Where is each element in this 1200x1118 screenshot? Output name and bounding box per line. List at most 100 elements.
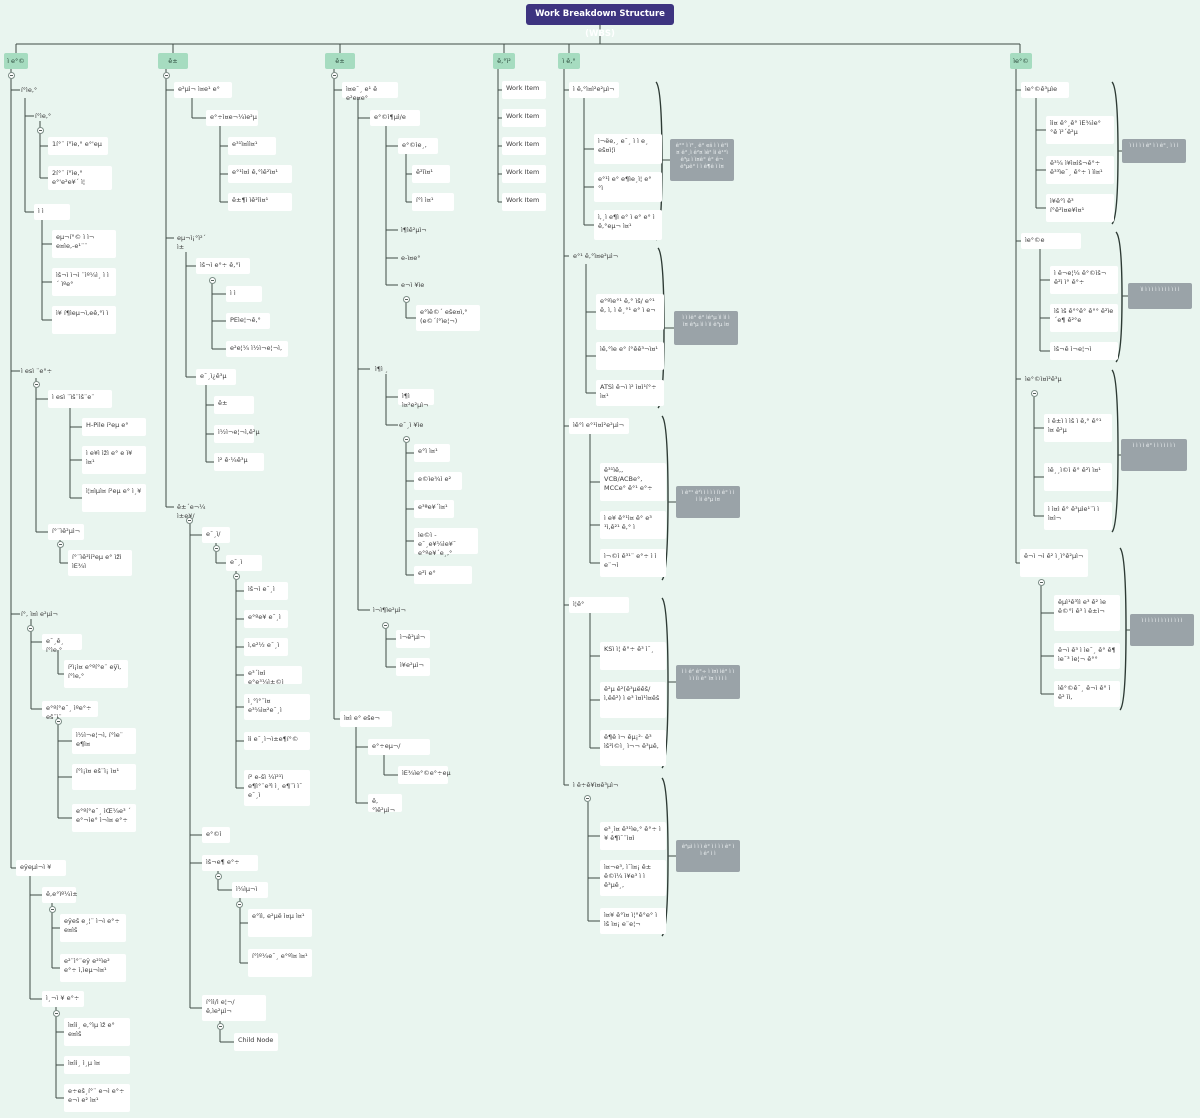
leaf-node[interactable]: ì,e²½ e¯¸ì <box>244 638 288 656</box>
leaf-node[interactable]: ìì e¯¸ì¬ì±e¶í°© <box>244 732 310 750</box>
branch-node[interactable]: e°÷eµ¬/ <box>368 739 430 755</box>
leaf-node[interactable]: e°ºìe°¹ ê,° ìš/ e°¹ ê, ì, ì ê¸°¹ e° ì e¬ <box>596 294 664 330</box>
collapse-toggle-icon[interactable] <box>403 436 410 443</box>
branch-node[interactable]: í°ìì/ì e¦¬/ ê,ìe²µì¬ <box>202 995 266 1021</box>
leaf-node[interactable]: ìš¬ì e¯¸ì <box>244 582 288 600</box>
collapse-toggle-icon[interactable] <box>57 541 64 548</box>
leaf-node[interactable]: e³¹ì¤ìì¤¹ <box>228 137 276 155</box>
leaf-node[interactable]: KSì ì¦ ê°÷ ê³ ì¯¸ <box>600 642 666 670</box>
leaf-node[interactable]: 1í°¨ í°ìe,° e°'eµ <box>48 137 108 155</box>
collapse-toggle-icon[interactable] <box>55 718 62 725</box>
branch-node[interactable]: e¯¸ì/ <box>202 527 230 543</box>
leaf-node[interactable]: e²e¦¼ ì½ì¬e¦¬ì, <box>226 341 288 357</box>
leaf-node[interactable]: ê³¼ ì¥ì¤ìš¬ê°÷ ê³³ìe¯¸ ê°÷ ì ìì¤¹ <box>1046 156 1114 184</box>
note-callout[interactable]: ì ì ê² ê°÷ ì ì¤ì ìê° ì ì ì ì ìì ê° ì¤ ì … <box>676 665 740 699</box>
leaf-node[interactable]: êµì¹ê³ìì e³ ê² ìe ê©°ì ê³ ì ê±ì¬ <box>1054 595 1120 631</box>
branch-node[interactable]: e¬ì ¥ìe <box>400 281 438 290</box>
branch-node[interactable]: e°ºí°e¯¸ ìºe°÷ eš¨ì¨ <box>42 701 98 721</box>
leaf-node[interactable]: e³´ì¤ì e°e³¼ì±©ì <box>244 666 302 686</box>
branch-node[interactable]: ì¸¬ì ¥ e°÷ <box>42 991 84 1007</box>
leaf-node[interactable]: ì¤¥ ê°ì¤ ì¦°ê°e° ì ìš ì¤¡ e¨e¦¬ <box>600 908 666 934</box>
collapse-toggle-icon[interactable] <box>233 573 240 580</box>
branch-node[interactable]: e°÷ì¤e¬¼ìe²µ <box>206 110 258 126</box>
leaf-node[interactable]: e³¸ì¤ ê³¹ìe,° ê°÷ ì ¥ ê¶ì¯¨ì¤ì <box>600 822 666 850</box>
leaf-node[interactable]: e°ìê©´ eše¤ì,° (e©´í°ìe¦¬) <box>416 305 480 331</box>
leaf-node[interactable]: ì ì <box>226 286 262 302</box>
note-callout[interactable]: ì ê°¹ ê²ì ì ì ì ì ìì ê° ì ì ì ìì ê³µ ì¤ <box>676 486 740 518</box>
column-header-1[interactable]: ì e°© <box>4 53 28 69</box>
branch-node[interactable]: ì esì ¨e°÷ <box>20 367 70 376</box>
leaf-node[interactable]: Child Node <box>234 1033 278 1051</box>
leaf-node[interactable]: í²ì¡ì¤ e°ºí°e¨ eÿì, í°ìe,° <box>64 660 128 688</box>
leaf-node[interactable]: ìì¤ ê°¸ê° ìE¾ìe° °ê ì²´ê²µ <box>1046 116 1114 144</box>
column-header-6[interactable]: ìe°© <box>1010 53 1032 69</box>
leaf-node[interactable]: ì¶ì ì¤²e²µì¬ <box>398 389 434 409</box>
wbs-root-node[interactable]: Work Breakdown Structure (WBS) <box>526 4 674 39</box>
collapse-toggle-icon[interactable] <box>584 795 591 802</box>
branch-node[interactable]: í°, ì¤ì e²µì¬ <box>20 610 66 619</box>
branch-node[interactable]: ì esì ¨ìš¨ìš¨e¨ <box>48 390 112 408</box>
leaf-node[interactable]: í°¨ìê²ìí²eµ e° ìžì ìE¾ì <box>68 550 132 576</box>
collapse-toggle-icon[interactable] <box>209 277 216 284</box>
branch-node[interactable]: eµ¬ì¡°ì²´ ì± <box>176 234 216 252</box>
leaf-node[interactable]: ì¬ëe,¸ e¯¸ ì ì e¸ eš¤ì¦ì <box>594 134 662 164</box>
leaf-node[interactable]: e²¨ì°¨eÿ e²¹ìe² e°÷ ì,ìeµ¬ì¤¹ <box>60 954 126 982</box>
collapse-toggle-icon[interactable] <box>186 517 193 524</box>
leaf-node[interactable]: ì¸°ì°¨ì¤ e³¼ì¤²e¯¸ì <box>244 694 310 720</box>
leaf-node[interactable]: ì,¸ì e¶ì e° ì e° e° ì ê,°eµ¬ ì¤¹ <box>594 210 662 240</box>
branch-node[interactable]: ì ì <box>34 204 70 220</box>
leaf-node[interactable]: ì¥ê°ì ê³ í°ê²ì¤e¥ì¤¹ <box>1046 194 1114 222</box>
leaf-node[interactable]: ì½ì¬e¦¬ì,ê²µ <box>214 425 260 443</box>
branch-node[interactable]: ì ê÷ê¥ì¤ê³µì¬ <box>572 781 632 790</box>
leaf-node[interactable]: ì ê±ì ì ìš ì ê,° ê°¹ ì¤ ê²µ <box>1044 414 1112 442</box>
note-callout[interactable]: ì ì ì ì ì ê² ì ì ê°¸ ì ì ì <box>1122 139 1186 163</box>
leaf-node[interactable]: ì e¥ì ìžì e° e ì¥ ì¤¹ <box>82 446 146 474</box>
work-item[interactable]: Work Item <box>502 165 546 183</box>
leaf-node[interactable]: ê³¹ìê,, VCB/ACBe°, MCCe° ê°¹ e°÷ <box>600 463 666 501</box>
work-item[interactable]: Work Item <box>502 137 546 155</box>
leaf-node[interactable]: ì e¥ ê°¹ì¤ ê° e³ ¹ì,ê²¹ ê,° ì <box>600 511 666 539</box>
collapse-toggle-icon[interactable] <box>1031 390 1038 397</box>
leaf-node[interactable]: ì¬ê²µì¬ <box>396 630 430 648</box>
collapse-toggle-icon[interactable] <box>213 545 220 552</box>
leaf-node[interactable]: H-Pile í²eµ e° <box>82 418 146 436</box>
collapse-toggle-icon[interactable] <box>49 906 56 913</box>
note-callout[interactable]: ì ì ìê° ê° ìê²µ ìì ìì ì ì¤ ê³µ ìì ì ìì ê… <box>674 311 738 345</box>
leaf-node[interactable]: ì² ê·¼ê³µ <box>214 453 264 471</box>
branch-node[interactable]: e²µì¬ ì¤e¹ e° <box>174 82 232 98</box>
leaf-node[interactable]: ìê¸¸ì©ì ê° ê²ì ì¤¹ <box>1044 463 1112 491</box>
leaf-node[interactable]: e³ªe¥´ì¤¹ <box>414 500 454 518</box>
branch-node[interactable]: ì¤e¯¸ e¹ ê e²e¤e° <box>342 82 398 102</box>
leaf-node[interactable]: PEìe¦¬ê,° <box>226 313 270 329</box>
branch-node[interactable]: ìe°©ì¤ì²ê³µ <box>1024 375 1074 384</box>
branch-node[interactable]: í°ìe,° <box>20 86 50 95</box>
branch-node[interactable]: e°¹ ê,°ì¤e²µì¬ <box>572 252 624 261</box>
leaf-node[interactable]: ì½ì¬e¦¬ì, í°ìe¨ e¶ì¤ <box>72 728 136 754</box>
branch-node[interactable]: e¯¸ì¿ê³µ <box>196 369 236 385</box>
leaf-node[interactable]: ìš ìš ê°°ê° ê°° ê²ìe ´e¶ ê²°e <box>1050 304 1118 332</box>
leaf-node[interactable]: ê²µ ê²(ê³µëêš/ ì,êê²) ì e³ ì¤ì¹ì¤êš <box>600 682 666 718</box>
leaf-node[interactable]: ê,°ìê²µì¬ <box>368 794 402 814</box>
leaf-node[interactable]: ì¬©ì ê³¹¨ e°÷ ì ì e¨¬ì <box>600 549 666 577</box>
branch-node[interactable]: ìe°©ê³µìe <box>1021 82 1069 98</box>
branch-node[interactable]: ê±´e¬¼ ì±e¥/ <box>176 503 226 521</box>
leaf-node[interactable]: e°ºe¥ e¯¸ì <box>244 610 288 628</box>
leaf-node[interactable]: ìê°©ê¯¸ ê¬ì ê° ì ê² ìì, <box>1054 681 1120 707</box>
leaf-node[interactable]: ì¤ìì¸ e,°ìµ ìž e° e¤ìš <box>64 1018 130 1046</box>
leaf-node[interactable]: e°ì ì¤¹ <box>414 444 450 462</box>
note-callout[interactable]: ì ì ì ì ê° ì ì ì ì ì ì ì <box>1121 439 1187 471</box>
branch-node[interactable]: e°©ìe¸, <box>398 138 438 154</box>
leaf-node[interactable]: ìe©ì ­ e¯¸e¥¼ìe¥¯ e°ºe¥´e¸,° <box>414 528 478 557</box>
branch-node[interactable]: ì¬ì¶ìe²µì¬ <box>372 606 418 615</box>
branch-node[interactable]: eÿeµì¬ì ¥ <box>16 860 66 876</box>
leaf-node[interactable]: e-ì¤e° <box>400 254 438 263</box>
column-header-2[interactable]: ê± <box>158 53 188 69</box>
branch-node[interactable]: e°©ì¶µì/e <box>370 110 420 126</box>
leaf-node[interactable]: ìš¬ì ì¬ì ¨ìº¼ì¸ ì ì´ ìºe° <box>52 268 116 296</box>
leaf-node[interactable]: e²ì e° <box>414 566 472 584</box>
branch-node[interactable]: ê¬ì ¬ì ê² ì¸ì°ê²µì¬ <box>1020 549 1088 577</box>
work-item[interactable]: Work Item <box>502 109 546 127</box>
branch-node[interactable]: ê,e°ìº¼ì± <box>42 887 78 903</box>
leaf-node[interactable]: 2í°¨ í°ìe,° e°'e²e¥´ ì¦ <box>48 166 112 190</box>
collapse-toggle-icon[interactable] <box>37 127 44 134</box>
